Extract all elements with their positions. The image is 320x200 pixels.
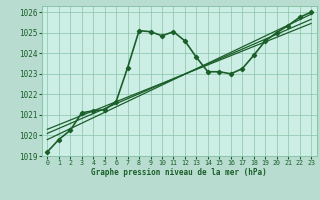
X-axis label: Graphe pression niveau de la mer (hPa): Graphe pression niveau de la mer (hPa) [91, 168, 267, 177]
